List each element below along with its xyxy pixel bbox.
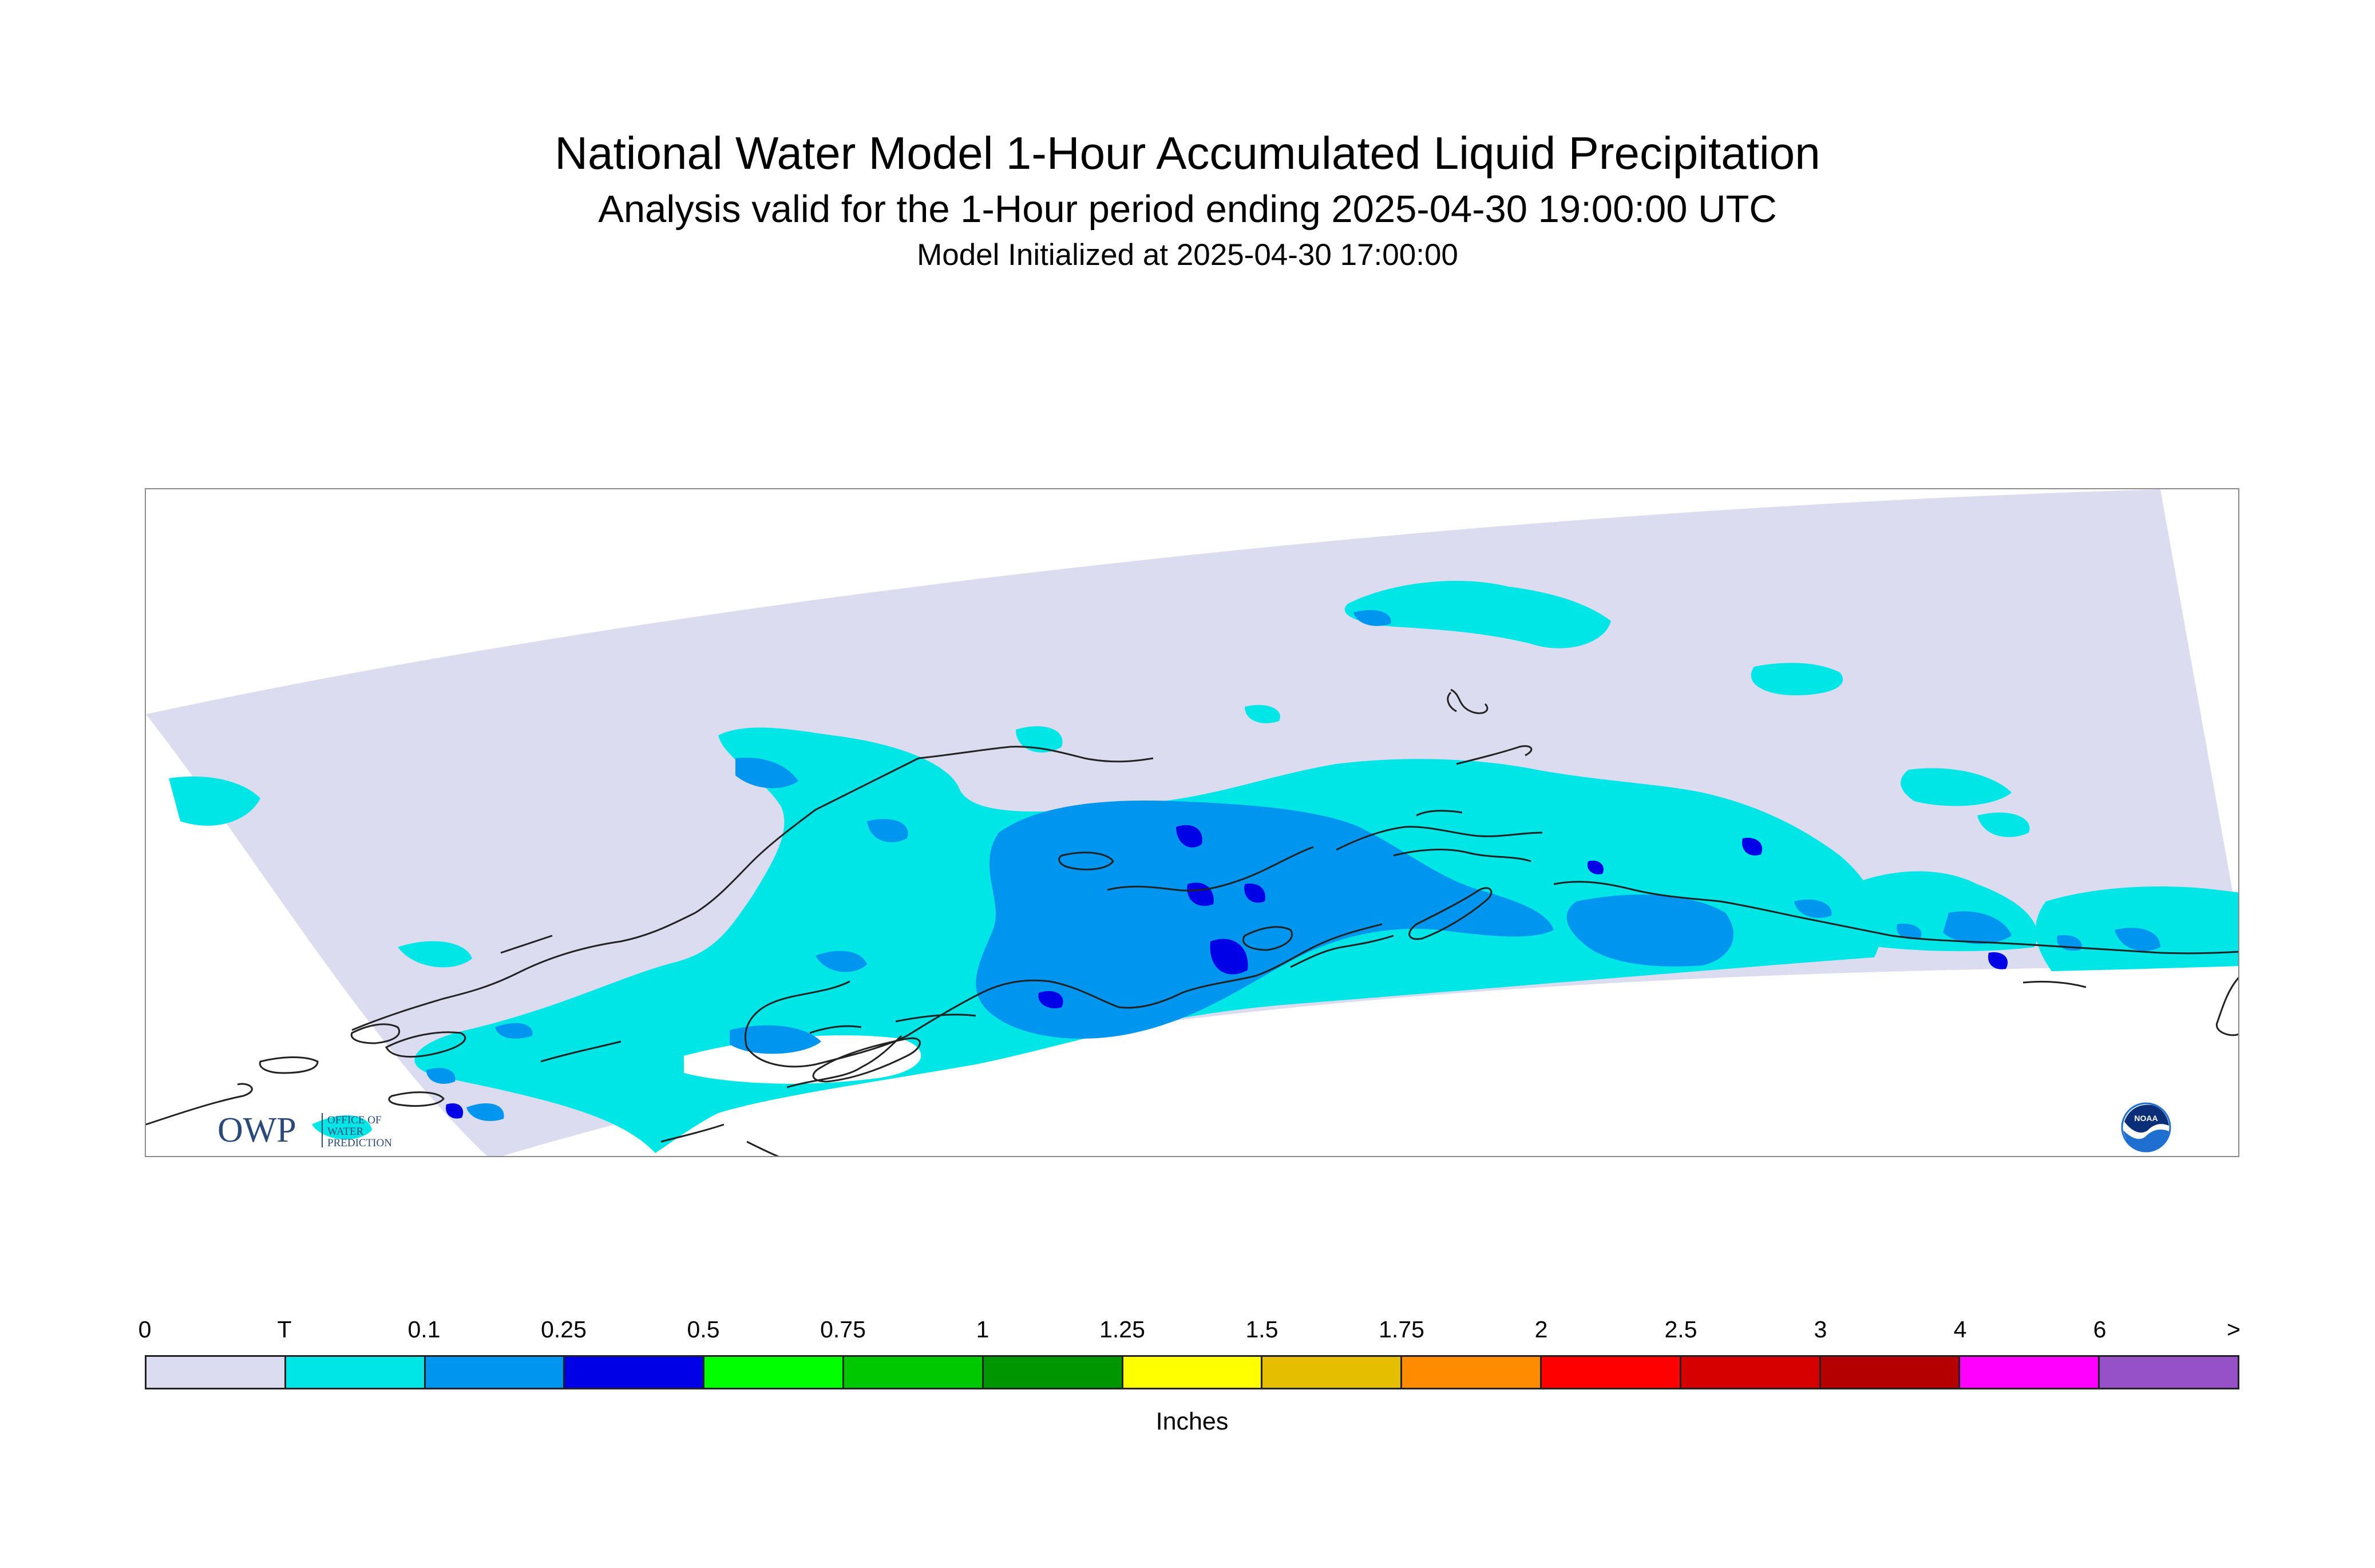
noaa-logo-text: NOAA (2134, 1114, 2158, 1123)
coastlines (146, 688, 2238, 1156)
precip-moderate-areas (446, 825, 2008, 1119)
page-subtitle: Analysis valid for the 1-Hour period end… (598, 188, 1777, 231)
page-title: National Water Model 1-Hour Accumulated … (555, 128, 1820, 179)
model-init-text: Model Initialized at 2025-04-30 17:00:00 (917, 238, 1458, 272)
legend-color-bar (145, 1355, 2239, 1389)
owp-logo: OWP OFFICE OF WATER PREDICTION (217, 1111, 392, 1150)
islands (259, 852, 1493, 1107)
legend-tick-label: 0 (138, 1316, 152, 1343)
legend-tick-label: 4 (1953, 1316, 1967, 1343)
legend-tick-label: 0.25 (541, 1316, 587, 1343)
legend-tick-label: 1.5 (1245, 1316, 1278, 1343)
legend-swatch (1541, 1357, 1681, 1388)
legend-swatch (1681, 1357, 1821, 1388)
legend-tick-label: 0.5 (687, 1316, 720, 1343)
legend-swatch (1820, 1357, 1961, 1388)
legend-swatch (1262, 1357, 1403, 1388)
legend-units-label: Inches (1155, 1408, 1229, 1435)
legend-tick-label: 1.25 (1099, 1316, 1145, 1343)
legend-swatch (983, 1357, 1123, 1388)
legend-swatch (147, 1357, 286, 1388)
legend-tick-label: 1.75 (1379, 1316, 1424, 1343)
legend-tick-label: 2 (1534, 1316, 1548, 1343)
legend-swatch (704, 1357, 844, 1388)
map-panel (145, 488, 2239, 1157)
legend-swatch (286, 1357, 426, 1388)
legend-tick-label: 6 (2093, 1316, 2107, 1343)
owp-logo-sub-1: OFFICE OF (327, 1114, 382, 1126)
legend-tick-label: > (2227, 1316, 2241, 1343)
legend-tick-label: 0.75 (820, 1316, 866, 1343)
legend-swatch (565, 1357, 705, 1388)
color-legend: 0 T 0.1 0.25 0.5 0.75 1 1.25 1.5 1.75 2 2.5 3 4 6 > Inc… (138, 1316, 2241, 1465)
legend-swatch (1402, 1357, 1542, 1388)
legend-swatch (1123, 1357, 1263, 1388)
precip-map (146, 489, 2238, 1156)
legend-swatch (1960, 1357, 2100, 1388)
precip-light-areas (426, 610, 2160, 1121)
legend-tick-label: 0.1 (407, 1316, 441, 1343)
legend-swatch (2100, 1357, 2238, 1388)
owp-logo-sub-2: WATER (327, 1126, 364, 1138)
owp-logo-text: OWP (217, 1111, 296, 1150)
legend-tick-label: 2.5 (1664, 1316, 1697, 1343)
noaa-logo: NOAA (2121, 1102, 2171, 1153)
legend-tick-label: 3 (1814, 1316, 1827, 1343)
legend-swatch (844, 1357, 984, 1388)
legend-tick-label: T (277, 1316, 292, 1343)
owp-logo-sub-3: PREDICTION (327, 1137, 392, 1149)
legend-tick-label: 1 (976, 1316, 989, 1343)
legend-swatch (425, 1357, 565, 1388)
